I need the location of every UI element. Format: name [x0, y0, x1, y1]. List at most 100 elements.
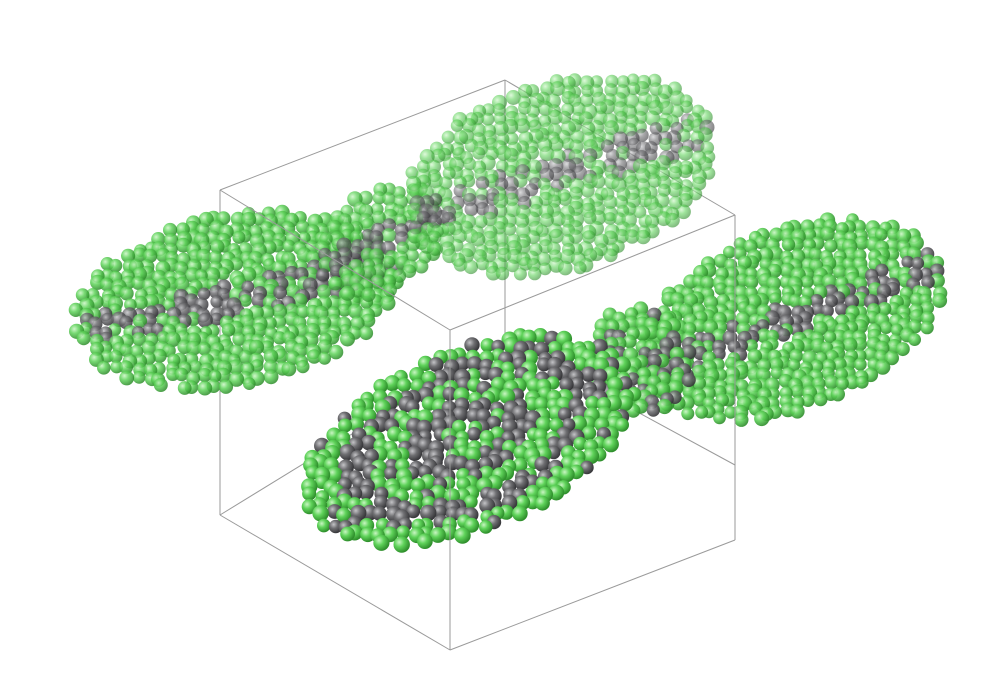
particle-gray [514, 475, 529, 490]
particle-green [441, 222, 456, 236]
particle-gray [316, 268, 330, 282]
particle-green [745, 339, 758, 353]
particle-green [676, 204, 691, 220]
particle-gray [681, 344, 697, 360]
particle-green [548, 136, 564, 152]
particle-green [361, 287, 376, 302]
particle-green [241, 212, 257, 227]
particle-green [317, 518, 331, 533]
particle-green [382, 255, 396, 269]
particle-green [239, 294, 252, 307]
particle-green [396, 525, 410, 540]
particle-green [292, 293, 308, 309]
particle-green [548, 228, 564, 244]
particle-green [506, 259, 519, 273]
particle-green [515, 118, 531, 134]
particle-green [512, 505, 528, 522]
particle-green [216, 267, 230, 281]
particle-green [832, 357, 847, 372]
particle-green [602, 436, 619, 453]
particle-gray [726, 319, 740, 333]
particle-green [410, 478, 426, 493]
particle-green [513, 267, 527, 281]
particle-green [465, 446, 482, 463]
particle-green [393, 536, 410, 553]
particle-green [337, 303, 352, 317]
particle-green [627, 82, 641, 96]
particle-green [624, 229, 640, 244]
particle-green [464, 517, 480, 533]
particle-green [474, 215, 488, 229]
particle-green [417, 533, 433, 549]
particle-green [695, 405, 709, 419]
particle-green [479, 520, 493, 534]
particle-green [581, 121, 596, 136]
particle-green [770, 366, 784, 380]
particle-green [409, 367, 425, 383]
particle-green [755, 367, 771, 383]
particle-gray [534, 456, 550, 472]
particle-green [692, 176, 707, 191]
particle-green [328, 344, 344, 360]
particle-green [603, 248, 618, 263]
particle-green [733, 237, 747, 251]
particle-green [371, 210, 386, 225]
particle-green [495, 266, 510, 281]
particle-green [472, 146, 486, 160]
particle-green [383, 283, 398, 297]
particle-green [824, 239, 838, 253]
particle-green [920, 301, 935, 315]
particle-green [617, 395, 633, 412]
particle-green [493, 121, 509, 137]
particle-green [454, 527, 471, 544]
particle-gray [647, 354, 662, 369]
particle-green [296, 360, 310, 374]
particle-green [920, 320, 934, 335]
particle-gray [372, 506, 387, 521]
particle-green [670, 104, 684, 118]
particle-gray [197, 287, 211, 301]
particle-gray [373, 494, 389, 510]
particle-green [879, 321, 893, 334]
particle-green [405, 166, 419, 180]
particle-green [668, 166, 682, 180]
particle-green [603, 212, 617, 225]
particle-green [338, 418, 353, 433]
particle-green [781, 237, 796, 252]
particle-green [177, 381, 192, 395]
particle-green [406, 248, 419, 262]
particle-gray [466, 356, 483, 372]
particle-green [397, 378, 412, 393]
particle-green [615, 418, 629, 432]
particle-green [615, 146, 630, 161]
particle-green [689, 187, 703, 201]
particle-green [450, 119, 464, 132]
particle-green [547, 109, 563, 125]
particle-green [189, 360, 203, 374]
particle-green [855, 375, 869, 389]
particle-gray [776, 328, 791, 342]
particle-gray [901, 255, 914, 269]
particle-gray [406, 504, 421, 519]
particle-green [853, 358, 867, 371]
particle-green [141, 340, 157, 356]
particle-green [505, 165, 518, 178]
particle-green [614, 356, 631, 373]
particle-green [281, 361, 297, 377]
particle-green [132, 247, 148, 263]
particle-green [908, 333, 921, 346]
particle-green [431, 148, 446, 163]
particle-green [263, 349, 279, 364]
particle-green [896, 228, 912, 244]
particle-green [518, 83, 533, 99]
particle-green [384, 375, 401, 392]
particle-green [358, 190, 373, 205]
particle-green [421, 370, 437, 386]
particle-green [186, 340, 202, 356]
particle-green [132, 332, 147, 347]
particle-green [463, 259, 478, 275]
particle-green [723, 245, 736, 259]
particle-green [521, 329, 537, 345]
particle-green [678, 164, 693, 179]
